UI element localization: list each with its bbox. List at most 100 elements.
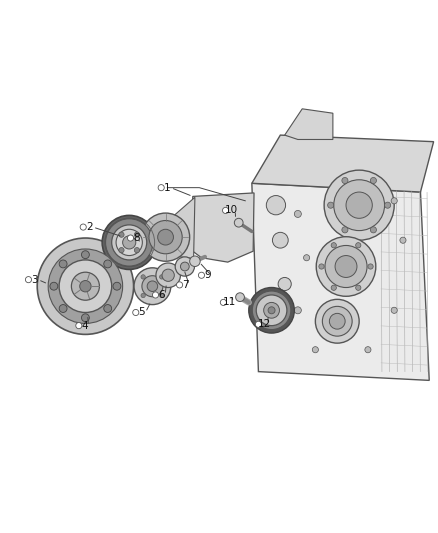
Circle shape xyxy=(142,276,163,297)
Circle shape xyxy=(278,278,291,290)
Circle shape xyxy=(116,229,142,255)
Circle shape xyxy=(342,227,348,233)
Text: 5: 5 xyxy=(138,308,145,318)
Text: 9: 9 xyxy=(204,270,211,280)
Circle shape xyxy=(25,277,32,282)
Text: 6: 6 xyxy=(158,290,165,300)
Circle shape xyxy=(255,321,261,327)
Circle shape xyxy=(266,196,286,215)
Circle shape xyxy=(141,293,145,298)
Polygon shape xyxy=(170,197,195,259)
Circle shape xyxy=(119,232,124,237)
Circle shape xyxy=(322,306,352,336)
Circle shape xyxy=(328,202,334,208)
Circle shape xyxy=(123,236,136,249)
Circle shape xyxy=(370,177,376,183)
Circle shape xyxy=(316,237,376,296)
Circle shape xyxy=(113,282,121,290)
Circle shape xyxy=(220,300,226,305)
Circle shape xyxy=(190,256,200,266)
Circle shape xyxy=(356,285,361,290)
Circle shape xyxy=(80,280,91,292)
Circle shape xyxy=(335,255,357,278)
Circle shape xyxy=(159,274,164,279)
Circle shape xyxy=(391,198,397,204)
Circle shape xyxy=(59,304,67,312)
Text: 4: 4 xyxy=(81,321,88,330)
Circle shape xyxy=(59,260,112,312)
Circle shape xyxy=(334,180,385,231)
Circle shape xyxy=(329,313,345,329)
Circle shape xyxy=(304,255,310,261)
Text: 1: 1 xyxy=(164,183,171,192)
Circle shape xyxy=(158,184,164,191)
Circle shape xyxy=(325,246,367,287)
Circle shape xyxy=(331,285,336,290)
Polygon shape xyxy=(252,183,429,381)
Circle shape xyxy=(134,247,140,253)
Circle shape xyxy=(112,225,147,260)
Circle shape xyxy=(223,207,229,214)
Circle shape xyxy=(368,264,373,269)
Circle shape xyxy=(385,202,391,208)
Polygon shape xyxy=(193,193,254,262)
Circle shape xyxy=(76,322,82,329)
Circle shape xyxy=(81,314,89,322)
Circle shape xyxy=(48,249,123,324)
Circle shape xyxy=(268,307,275,314)
Circle shape xyxy=(106,219,153,266)
Circle shape xyxy=(147,281,158,292)
Circle shape xyxy=(324,170,394,240)
Circle shape xyxy=(119,247,124,253)
Circle shape xyxy=(159,293,164,298)
Text: 7: 7 xyxy=(182,280,189,290)
Circle shape xyxy=(319,264,324,269)
Circle shape xyxy=(391,307,397,313)
Polygon shape xyxy=(262,288,284,324)
Text: 12: 12 xyxy=(258,319,271,329)
Circle shape xyxy=(256,295,287,326)
Circle shape xyxy=(50,282,58,290)
Circle shape xyxy=(81,251,89,259)
Circle shape xyxy=(180,262,189,271)
Text: 8: 8 xyxy=(133,233,140,243)
Circle shape xyxy=(264,302,279,318)
Circle shape xyxy=(133,310,139,316)
Circle shape xyxy=(249,287,294,333)
Circle shape xyxy=(152,292,159,298)
Text: 3: 3 xyxy=(31,274,38,285)
Circle shape xyxy=(312,346,318,353)
Circle shape xyxy=(104,260,112,268)
Circle shape xyxy=(134,232,140,237)
Circle shape xyxy=(331,243,336,248)
Text: 2: 2 xyxy=(86,222,93,232)
Circle shape xyxy=(177,282,183,288)
Polygon shape xyxy=(285,109,333,140)
Circle shape xyxy=(141,213,190,261)
Circle shape xyxy=(342,177,348,183)
Text: 11: 11 xyxy=(223,297,236,308)
Circle shape xyxy=(365,346,371,353)
Circle shape xyxy=(127,235,134,241)
Circle shape xyxy=(141,274,145,279)
Text: 10: 10 xyxy=(225,205,238,215)
Circle shape xyxy=(59,260,67,268)
Circle shape xyxy=(80,224,86,230)
Circle shape xyxy=(37,238,134,334)
Circle shape xyxy=(315,300,359,343)
Circle shape xyxy=(294,307,301,314)
Circle shape xyxy=(175,257,194,276)
Circle shape xyxy=(400,237,406,243)
Circle shape xyxy=(252,291,291,329)
Circle shape xyxy=(104,304,112,312)
Circle shape xyxy=(272,232,288,248)
Circle shape xyxy=(149,221,182,254)
Circle shape xyxy=(158,229,173,245)
Circle shape xyxy=(71,272,99,300)
Circle shape xyxy=(198,272,205,278)
Polygon shape xyxy=(252,135,434,192)
Circle shape xyxy=(356,243,361,248)
Circle shape xyxy=(236,293,244,302)
Circle shape xyxy=(370,227,376,233)
Circle shape xyxy=(162,269,174,281)
